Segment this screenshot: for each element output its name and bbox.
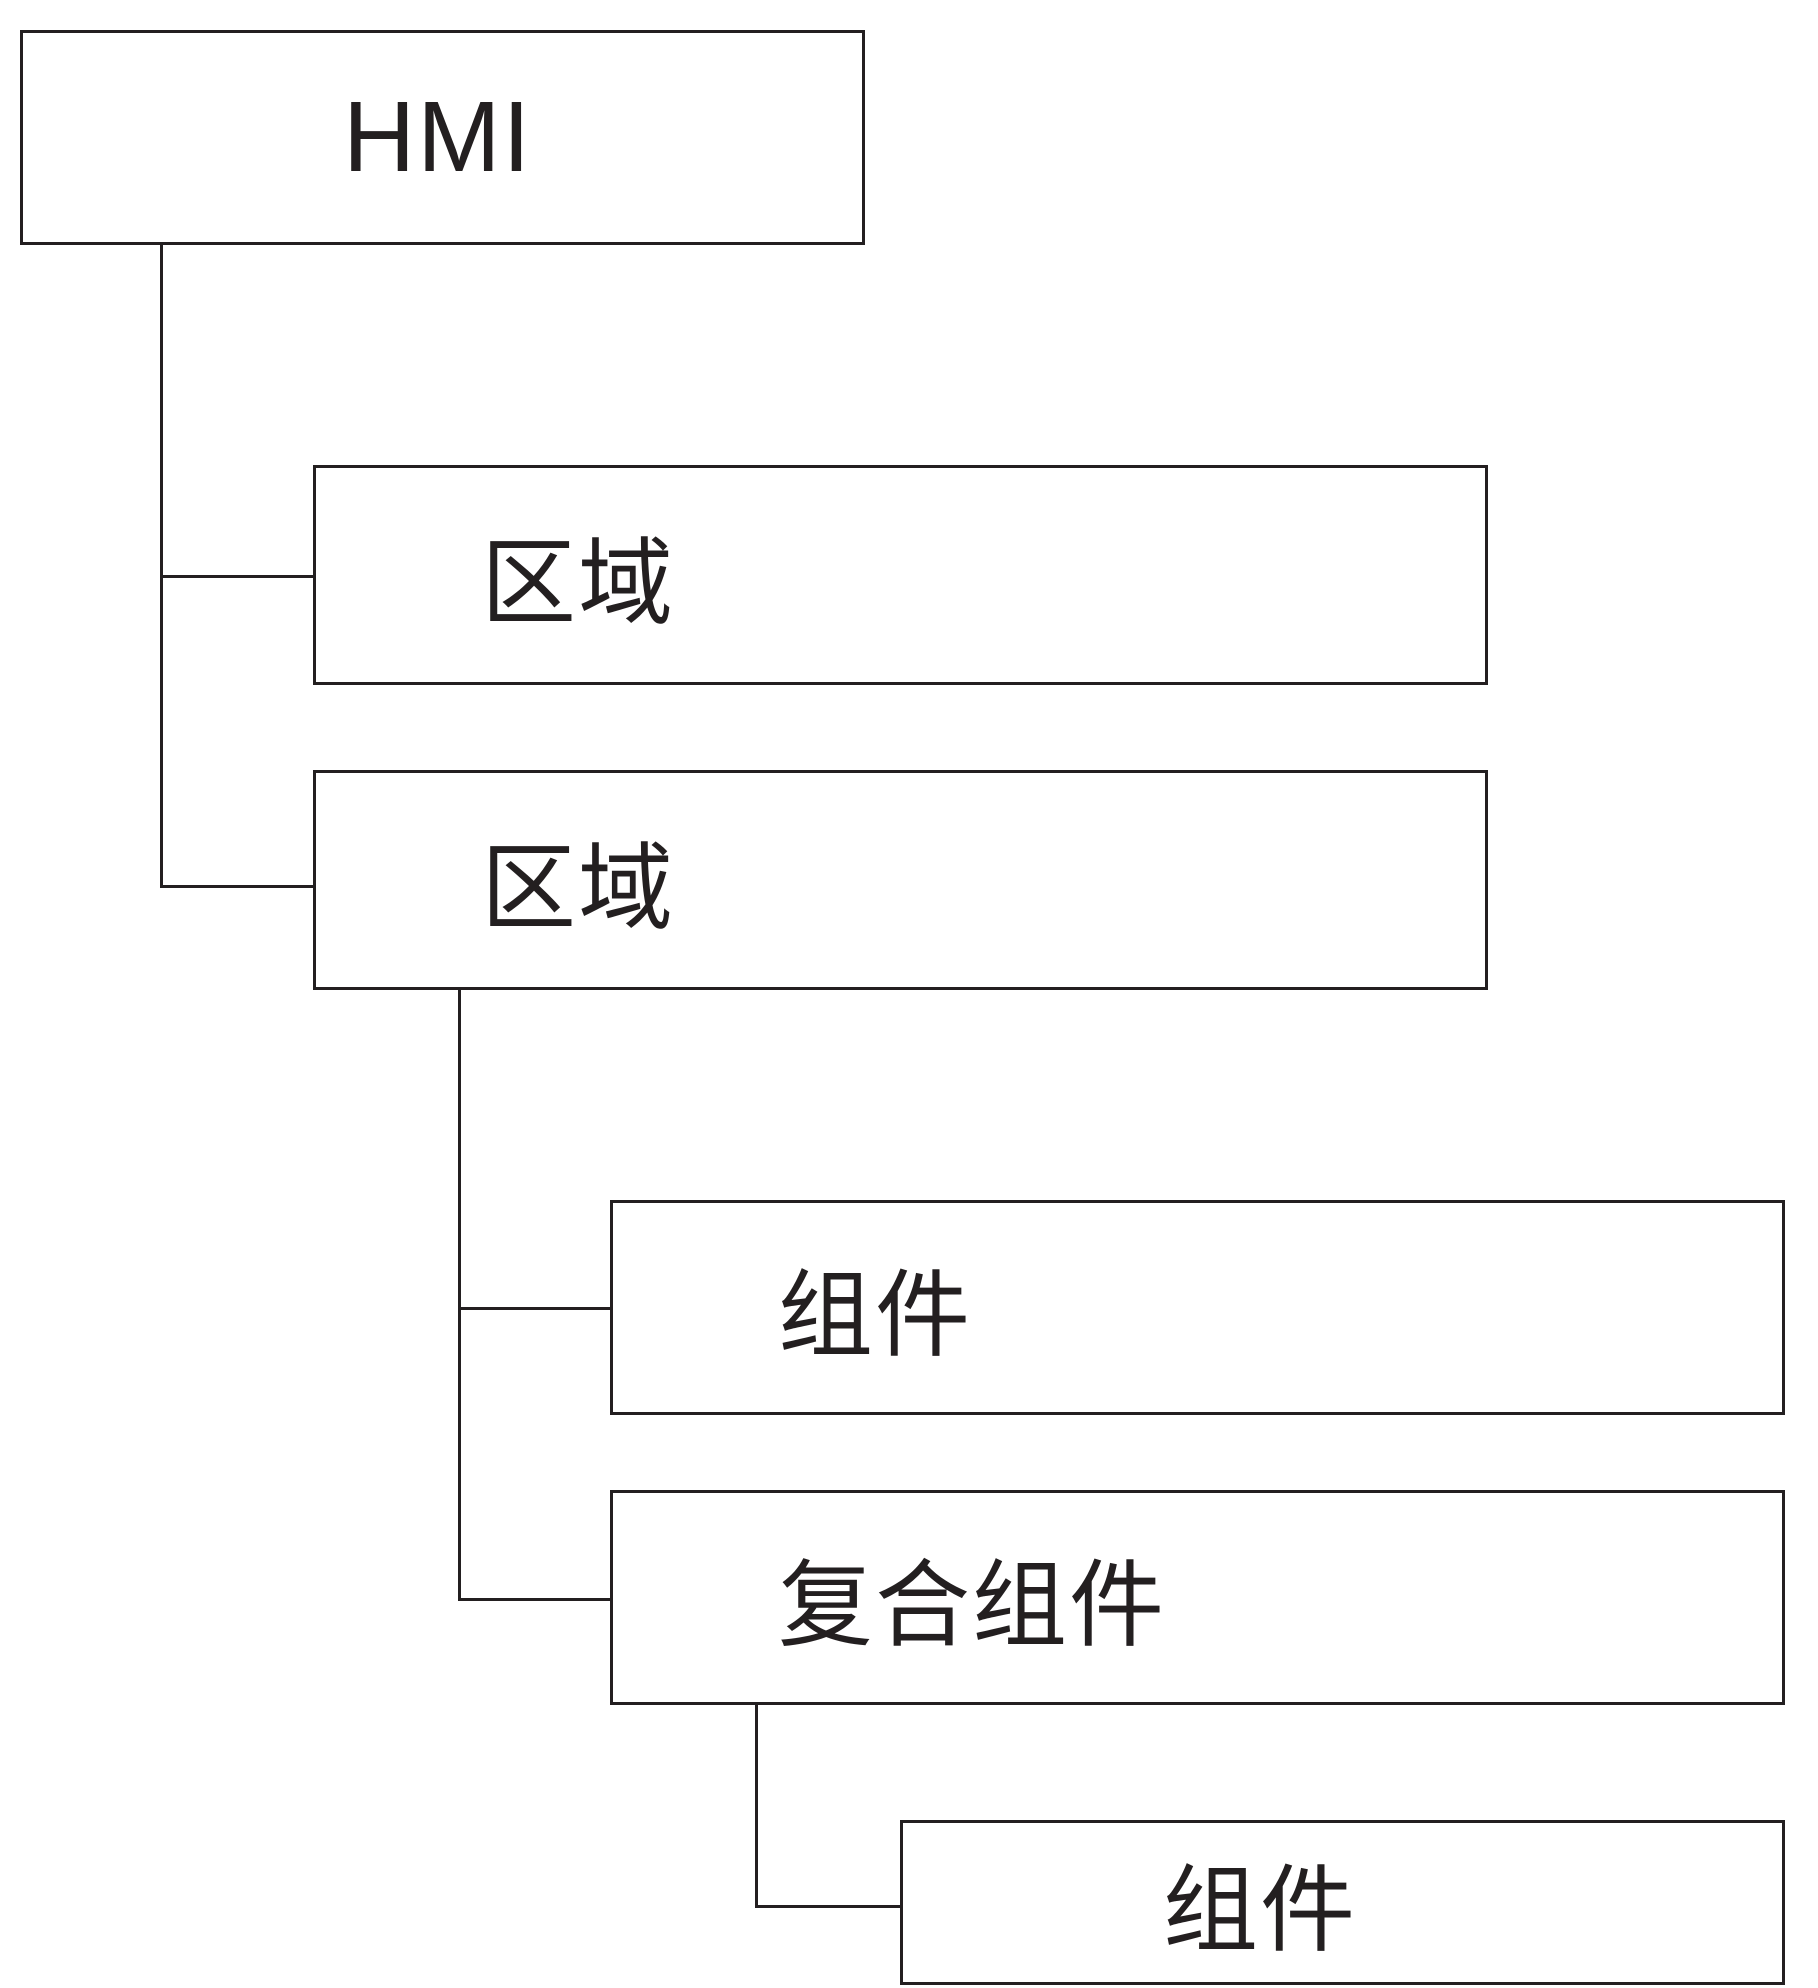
connector-root-to-region2 — [160, 885, 313, 888]
node-region-2: 区域 — [313, 770, 1488, 990]
connector-root-to-region1 — [160, 575, 313, 578]
connector-region2-to-component1 — [458, 1307, 610, 1310]
node-component-2: 组件 — [900, 1820, 1785, 1985]
node-hmi-label: HMI — [343, 80, 532, 195]
connector-root-vertical — [160, 245, 163, 888]
connector-compound-vertical — [755, 1705, 758, 1908]
node-component-1: 组件 — [610, 1200, 1785, 1415]
connector-compound-to-component2 — [755, 1905, 900, 1908]
node-region-1: 区域 — [313, 465, 1488, 685]
node-hmi: HMI — [20, 30, 865, 245]
node-region-1-label: 区域 — [481, 507, 675, 644]
node-compound-label: 复合组件 — [778, 1529, 1166, 1666]
hierarchy-diagram: HMI 区域 区域 组件 复合组件 组件 — [0, 0, 1818, 1988]
node-component-2-label: 组件 — [1163, 1834, 1357, 1971]
connector-region2-vertical — [458, 990, 461, 1601]
node-region-2-label: 区域 — [481, 812, 675, 949]
node-component-1-label: 组件 — [778, 1239, 972, 1376]
connector-region2-to-compound — [458, 1598, 610, 1601]
node-compound-component: 复合组件 — [610, 1490, 1785, 1705]
